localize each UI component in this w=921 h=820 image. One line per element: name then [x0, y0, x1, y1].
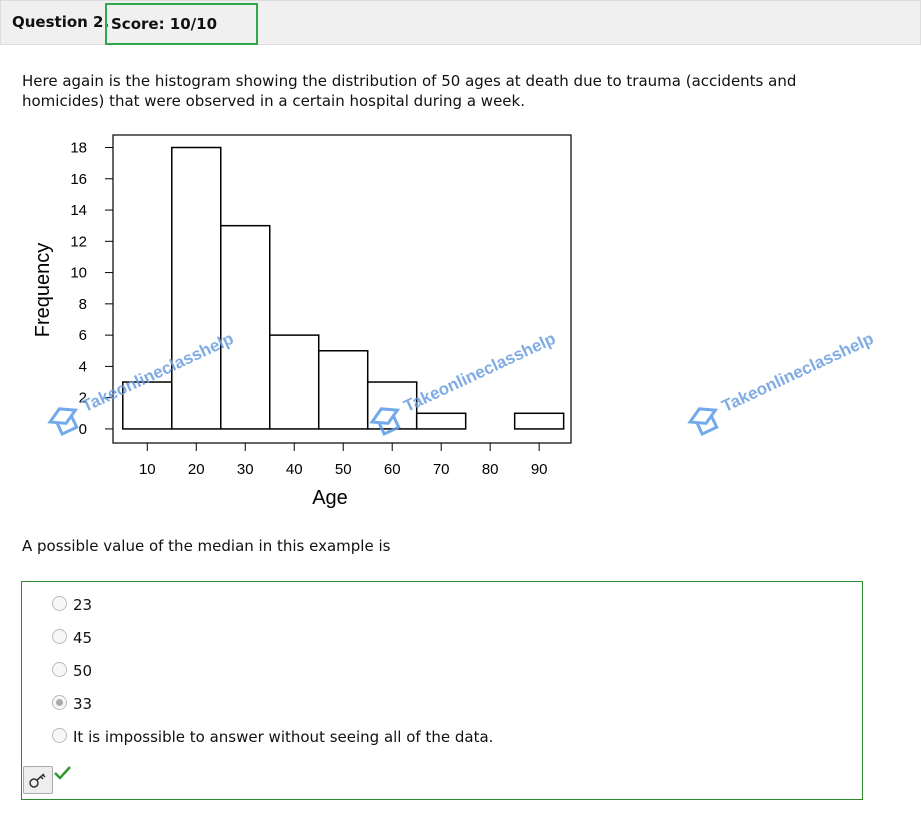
radio-button[interactable] — [52, 728, 67, 743]
radio-button[interactable] — [52, 629, 67, 644]
option-label[interactable]: It is impossible to answer without seein… — [73, 728, 494, 746]
score: Score: 10/10 — [105, 3, 258, 45]
bar — [513, 412, 565, 430]
x-tick-label: 30 — [237, 461, 254, 478]
y-tick-label: 10 — [70, 265, 87, 282]
x-tick-label: 90 — [531, 461, 548, 478]
y-axis-label: Frequency — [32, 243, 54, 338]
bar — [171, 146, 222, 430]
radio-button[interactable] — [52, 596, 67, 611]
watermark: Takeonlineclasshelp — [687, 329, 877, 436]
x-tick-label: 80 — [482, 461, 499, 478]
y-tick-label: 12 — [70, 233, 87, 250]
option-label[interactable]: 33 — [73, 695, 93, 713]
x-tick-label: 70 — [433, 461, 450, 478]
x-tick-label: 50 — [335, 461, 352, 478]
y-tick-label: 8 — [79, 296, 87, 313]
question-text: Here again is the histogram showing the … — [22, 72, 797, 110]
option-label[interactable]: 23 — [73, 596, 93, 614]
y-tick-label: 14 — [70, 202, 87, 219]
x-tick-label: 20 — [188, 461, 205, 478]
x-axis-label: Age — [312, 487, 348, 509]
plot-frame — [112, 134, 572, 444]
y-tick-label: 4 — [79, 358, 87, 375]
key-button[interactable] — [23, 766, 53, 794]
bar — [268, 334, 320, 430]
prompt: A possible value of the median in this e… — [22, 537, 391, 555]
radio-button[interactable] — [52, 695, 67, 710]
y-tick-label: 2 — [79, 390, 87, 407]
x-tick-label: 40 — [286, 461, 303, 478]
question-number: Question 2. — [12, 13, 110, 31]
bar — [317, 350, 369, 430]
y-tick-label: 6 — [79, 327, 87, 344]
watermark-icon — [47, 407, 79, 436]
header-bar — [0, 0, 921, 45]
watermark-icon — [369, 407, 401, 436]
radio-button[interactable] — [52, 662, 67, 677]
key-icon — [29, 773, 46, 788]
watermark-text: Takeonlineclasshelp — [401, 329, 559, 416]
bar — [122, 381, 173, 430]
correct-check — [54, 766, 71, 780]
bar — [220, 224, 271, 430]
watermark-icon — [687, 407, 719, 436]
y-tick-label: 16 — [70, 171, 87, 188]
bar — [415, 412, 467, 430]
x-tick-label: 10 — [139, 461, 156, 478]
option-label[interactable]: 45 — [73, 629, 93, 647]
option-label[interactable]: 50 — [73, 662, 93, 680]
answer-box: 23 45 50 33 It is impossible to answer witho… — [21, 581, 863, 800]
y-tick-label: 0 — [79, 421, 87, 438]
chart: 0 2 4 6 8 10 12 14 16 18 10 20 30 40 50 60 70 80 90 Age Freq… — [32, 134, 877, 509]
watermark-text: Takeonlineclasshelp — [719, 329, 877, 416]
x-tick-label: 60 — [384, 461, 401, 478]
y-tick-label: 18 — [70, 140, 87, 157]
